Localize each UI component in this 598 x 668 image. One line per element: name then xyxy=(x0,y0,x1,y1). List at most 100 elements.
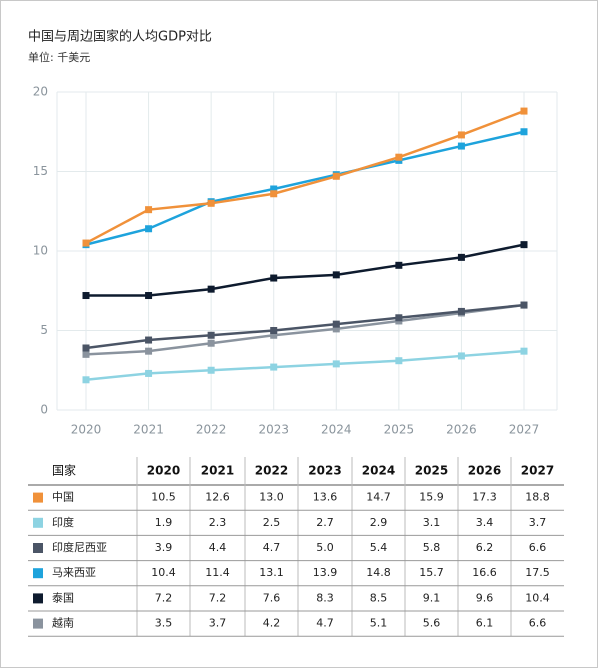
table-year-header: 2022 xyxy=(255,464,288,478)
table-cell: 8.5 xyxy=(370,591,388,604)
table-cell: 15.9 xyxy=(419,491,444,504)
table-cell: 18.8 xyxy=(525,491,550,504)
table-cell: 5.8 xyxy=(423,541,441,554)
table-cell: 14.8 xyxy=(366,566,391,579)
data-point xyxy=(145,347,153,355)
legend-swatch xyxy=(33,492,43,503)
data-point xyxy=(332,320,340,328)
series-line xyxy=(86,243,525,297)
y-tick-label: 0 xyxy=(40,403,48,417)
data-point xyxy=(332,271,340,279)
data-point xyxy=(457,307,465,315)
table-cell: 9.1 xyxy=(423,591,441,604)
data-point xyxy=(395,314,403,322)
x-tick-label: 2022 xyxy=(196,423,227,437)
table-cell: 10.5 xyxy=(151,491,176,504)
table-cell: 15.7 xyxy=(419,566,444,579)
data-point xyxy=(270,185,278,193)
legend-label: 印度尼西亚 xyxy=(52,540,107,554)
table-cell: 7.2 xyxy=(209,591,227,604)
data-point xyxy=(270,274,278,282)
legend-swatch xyxy=(33,543,43,553)
legend-label: 印度 xyxy=(52,515,74,529)
table-cell: 7.6 xyxy=(263,591,281,604)
series-line xyxy=(85,109,525,245)
data-point xyxy=(395,153,403,161)
table-cell: 5.4 xyxy=(370,541,388,554)
data-point xyxy=(395,261,403,269)
x-tick-label: 2027 xyxy=(509,423,540,437)
data-point xyxy=(332,172,340,180)
table-year-header: 2021 xyxy=(201,464,234,478)
legend-swatch xyxy=(33,517,43,528)
x-tick-label: 2021 xyxy=(133,423,164,437)
data-point xyxy=(82,344,90,352)
data-point xyxy=(207,285,215,293)
data-point xyxy=(145,292,153,300)
table-cell: 13.9 xyxy=(313,566,338,579)
data-point xyxy=(270,331,278,339)
legend-swatch xyxy=(33,568,43,579)
data-point xyxy=(457,131,465,139)
table-year-header: 2023 xyxy=(308,464,341,478)
table-cell: 5.6 xyxy=(423,617,441,630)
data-point xyxy=(82,376,90,384)
table-cell: 14.7 xyxy=(366,491,391,504)
legend-swatch xyxy=(33,618,43,629)
data-point xyxy=(457,142,465,150)
table-year-header: 2020 xyxy=(147,464,180,478)
table-cell: 10.4 xyxy=(151,566,176,579)
x-tick-label: 2026 xyxy=(446,423,477,437)
table-year-header: 2024 xyxy=(362,464,395,478)
table-cell: 16.6 xyxy=(472,566,497,579)
table-cell: 3.4 xyxy=(476,516,494,529)
table-cell: 4.2 xyxy=(263,617,281,630)
data-point xyxy=(457,352,465,360)
table-cell: 6.6 xyxy=(529,617,547,630)
data-point xyxy=(207,366,215,374)
table-cell: 13.1 xyxy=(259,566,284,579)
table-cell: 6.6 xyxy=(529,541,547,554)
table-cell: 4.7 xyxy=(263,541,281,554)
data-point xyxy=(145,206,153,214)
table-cell: 11.4 xyxy=(205,566,230,579)
data-point xyxy=(520,107,528,115)
table-cell: 17.5 xyxy=(525,566,550,579)
data-point xyxy=(520,301,528,309)
table-cell: 13.0 xyxy=(259,491,284,504)
y-tick-label: 15 xyxy=(33,164,48,178)
legend-label: 越南 xyxy=(52,616,74,630)
y-tick-label: 20 xyxy=(33,85,48,99)
data-point xyxy=(270,327,278,334)
legend-label: 中国 xyxy=(52,491,74,504)
table-cell: 4.7 xyxy=(316,617,334,630)
chart-title: 中国与周边国家的人均GDP对比 xyxy=(28,29,212,45)
legend-label: 泰国 xyxy=(52,590,74,604)
table-cell: 9.6 xyxy=(476,591,494,604)
table-cell: 6.1 xyxy=(476,617,494,630)
table-cell: 3.1 xyxy=(423,516,441,529)
table-cell: 2.9 xyxy=(370,516,388,529)
data-point xyxy=(457,253,465,261)
table-cell: 5.1 xyxy=(370,617,388,630)
table-cell: 10.4 xyxy=(525,591,550,604)
data-point xyxy=(207,339,215,347)
table-cell: 8.3 xyxy=(316,591,334,604)
table-cell: 2.5 xyxy=(263,516,281,529)
data-point xyxy=(207,331,215,339)
y-tick-label: 5 xyxy=(40,323,48,337)
data-point xyxy=(145,225,153,233)
table-year-header: 2027 xyxy=(521,464,554,478)
series-line xyxy=(85,349,525,382)
data-point xyxy=(332,325,340,333)
table-header: 国家 xyxy=(52,463,76,478)
series-line xyxy=(85,130,525,246)
data-point xyxy=(82,239,90,247)
table-cell: 6.2 xyxy=(476,541,494,554)
x-tick-label: 2020 xyxy=(71,423,102,437)
table-year-header: 2026 xyxy=(468,464,501,478)
data-point xyxy=(520,347,528,355)
table-cell: 2.7 xyxy=(316,516,334,529)
